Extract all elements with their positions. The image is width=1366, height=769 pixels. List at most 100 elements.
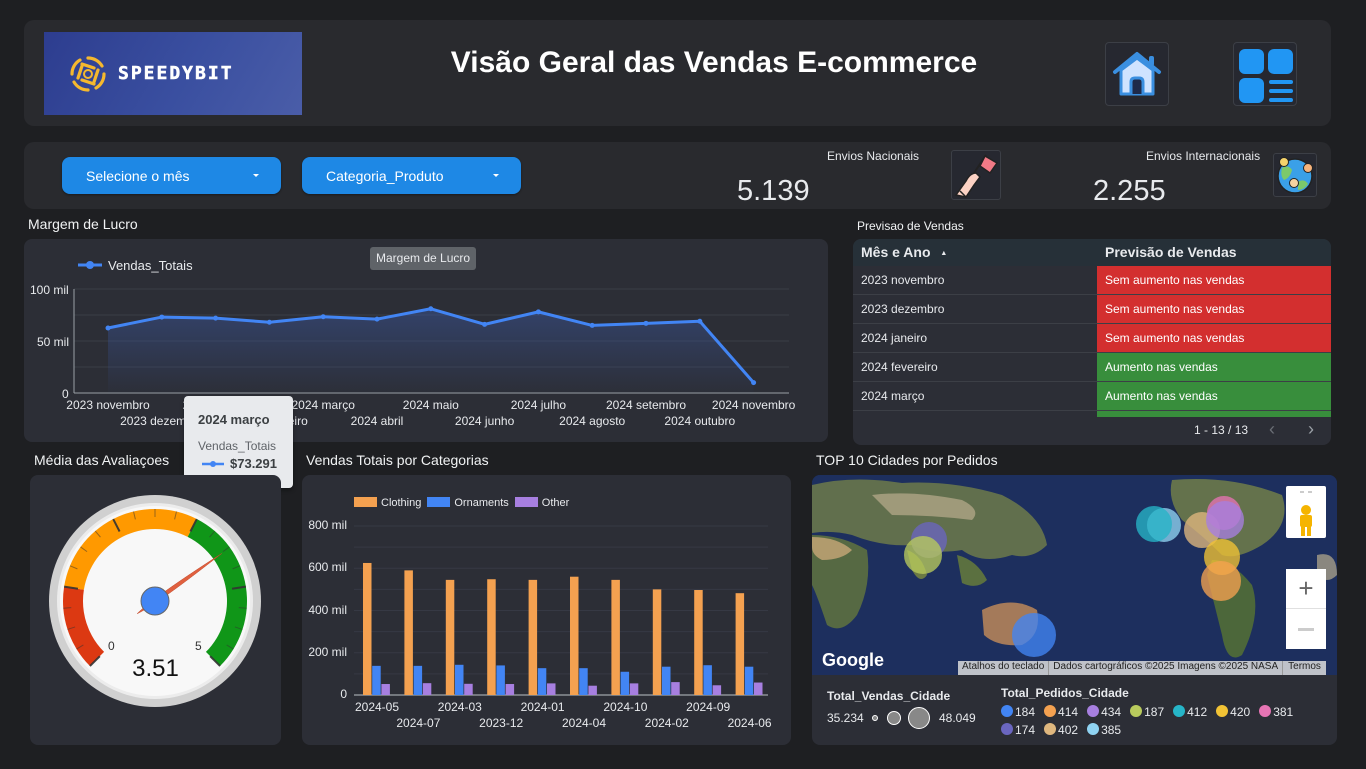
legend-dot-icon (1130, 705, 1143, 717)
color-legend-item[interactable]: 420 (1216, 704, 1250, 721)
legend-value: 174 (1015, 723, 1036, 737)
bar-clothing (735, 593, 745, 695)
color-legend-item[interactable]: 402 (1044, 722, 1078, 739)
color-legend-item[interactable]: 187 (1130, 704, 1164, 721)
bar-ornaments (413, 665, 423, 695)
chart-hover-label: Margem de Lucro (370, 247, 477, 270)
rating-average-title: Média das Avaliaçoes (34, 452, 170, 468)
chevron-down-icon (493, 174, 499, 177)
bar-y-tick: 800 mil (308, 518, 347, 532)
legend-value: 420 (1230, 705, 1251, 719)
profit-margin-line-chart[interactable] (24, 239, 828, 442)
category-sales-bar-chart[interactable] (302, 475, 791, 745)
next-page-button[interactable]: › (1308, 419, 1314, 439)
x-tick-label: 2024 agosto (559, 414, 626, 428)
x-tick-label: 2024 junho (454, 414, 515, 428)
color-legend: 184 414 434 187 412 420 381 174 402 385 (1001, 703, 1321, 739)
bar-other (464, 683, 473, 695)
bar-other (712, 685, 722, 695)
color-legend-item[interactable]: 412 (1173, 704, 1207, 721)
bar-x-tick: 2024-04 (561, 716, 607, 730)
bar-x-tick: 2024-06 (727, 716, 772, 730)
bar-other (629, 683, 639, 695)
globe-people-icon (1277, 157, 1313, 194)
category-select-dropdown[interactable]: Categoria_Produto (302, 157, 521, 194)
city-bubble[interactable] (1206, 501, 1244, 539)
bar-other (505, 684, 515, 695)
sales-forecast-table: Mês e Ano ▲ Previsão de Vendas 2023 nove… (853, 239, 1331, 445)
logo-emblem-icon (70, 55, 106, 92)
bar-legend-item[interactable]: Other (514, 497, 570, 509)
bar-other (588, 685, 597, 695)
bar-ornaments (662, 666, 671, 695)
line-legend-label: Vendas_Totais (108, 258, 193, 273)
legend-label: Other (541, 497, 570, 509)
world-map[interactable]: Google + Atalhos do teclado Dados cartog… (812, 475, 1337, 675)
forecast-cell: Sem aumento nas vendas (1097, 324, 1331, 352)
bar-x-tick: 2024-05 (354, 700, 400, 714)
dashboard-button[interactable] (1233, 42, 1297, 106)
size-legend-min: 35.234 (827, 711, 864, 725)
city-bubble[interactable] (1012, 613, 1056, 657)
city-bubble[interactable] (1136, 506, 1172, 542)
home-button[interactable] (1105, 42, 1169, 106)
month-select-dropdown[interactable]: Selecione o mês (62, 157, 281, 194)
column-header-forecast[interactable]: Previsão de Vendas (1105, 244, 1237, 260)
size-legend-title: Total_Vendas_Cidade (827, 689, 951, 703)
sort-asc-icon: ▲ (940, 250, 948, 257)
table-row[interactable]: 2024 março Aumento nas vendas (853, 382, 1331, 411)
tooltip-title: 2024 março (198, 412, 270, 427)
bar-legend-item[interactable]: Clothing (354, 497, 421, 509)
bar-x-tick: 2024-01 (520, 700, 565, 714)
month-cell: 2024 janeiro (861, 331, 928, 345)
table-row[interactable]: 2023 dezembro Sem aumento nas vendas (853, 295, 1331, 324)
table-row[interactable]: 2023 novembro Sem aumento nas vendas (853, 266, 1331, 295)
legend-value: 412 (1187, 705, 1208, 719)
gauge-min-label: 0 (108, 639, 115, 653)
pagination-text: 1 - 13 / 13 (1194, 423, 1249, 437)
international-shipments-label: Envios Internacionais (1146, 149, 1261, 163)
top-cities-title: TOP 10 Cidades por Pedidos (816, 452, 998, 468)
legend-dot-icon (1044, 723, 1057, 735)
color-legend-item[interactable]: 385 (1087, 722, 1121, 739)
bar-x-tick: 2024-03 (437, 700, 482, 714)
legend-value: 184 (1015, 705, 1036, 719)
month-select-label: Selecione o mês (86, 167, 190, 184)
prev-page-button[interactable]: ‹ (1269, 419, 1275, 439)
chart-tooltip: 2024 março Vendas_Totais $73.291 (184, 396, 293, 488)
zoom-in-button[interactable]: + (1286, 569, 1326, 609)
gauge-value: 3.51 (132, 655, 179, 682)
color-legend-item[interactable]: 184 (1001, 704, 1035, 721)
home-icon (1113, 52, 1161, 96)
zoom-out-button[interactable] (1286, 609, 1326, 649)
x-tick-label: 2024 outubro (664, 414, 736, 428)
color-legend-item[interactable]: 174 (1001, 722, 1035, 739)
bar-clothing (528, 579, 538, 695)
legend-label: Ornaments (454, 497, 509, 509)
forecast-cell: Sem aumento nas vendas (1097, 266, 1331, 294)
table-header-row (853, 239, 1331, 266)
international-shipments-icon-box (1273, 153, 1317, 197)
bar-other (671, 682, 680, 695)
keyboard-shortcuts-link[interactable]: Atalhos do teclado (958, 661, 1050, 675)
table-row[interactable]: 2024 fevereiro Aumento nas vendas (853, 353, 1331, 382)
speedybit-logo: SPEEDYBIT (44, 32, 302, 115)
legend-dot-icon (1087, 705, 1100, 717)
city-bubble[interactable] (904, 536, 942, 574)
legend-value: 434 (1101, 705, 1122, 719)
street-view-pegman[interactable] (1286, 486, 1326, 538)
column-header-month[interactable]: Mês e Ano ▲ (861, 239, 947, 266)
forecast-cell: Aumento nas vendas (1097, 353, 1331, 381)
city-bubble[interactable] (1201, 561, 1241, 601)
color-legend-item[interactable]: 381 (1259, 704, 1293, 721)
legend-dot-icon (1087, 723, 1100, 735)
terms-link[interactable]: Termos (1288, 661, 1321, 672)
y-tick-0: 0 (62, 387, 69, 401)
table-row[interactable]: 2024 janeiro Sem aumento nas vendas (853, 324, 1331, 353)
bar-clothing (611, 579, 620, 695)
bar-legend-item[interactable]: Ornaments (427, 497, 509, 509)
map-attribution: Atalhos do teclado Dados cartográficos ©… (958, 661, 1326, 675)
color-legend-item[interactable]: 434 (1087, 704, 1121, 721)
color-legend-item[interactable]: 414 (1044, 704, 1078, 721)
y-tick-50: 50 mil (37, 335, 70, 349)
